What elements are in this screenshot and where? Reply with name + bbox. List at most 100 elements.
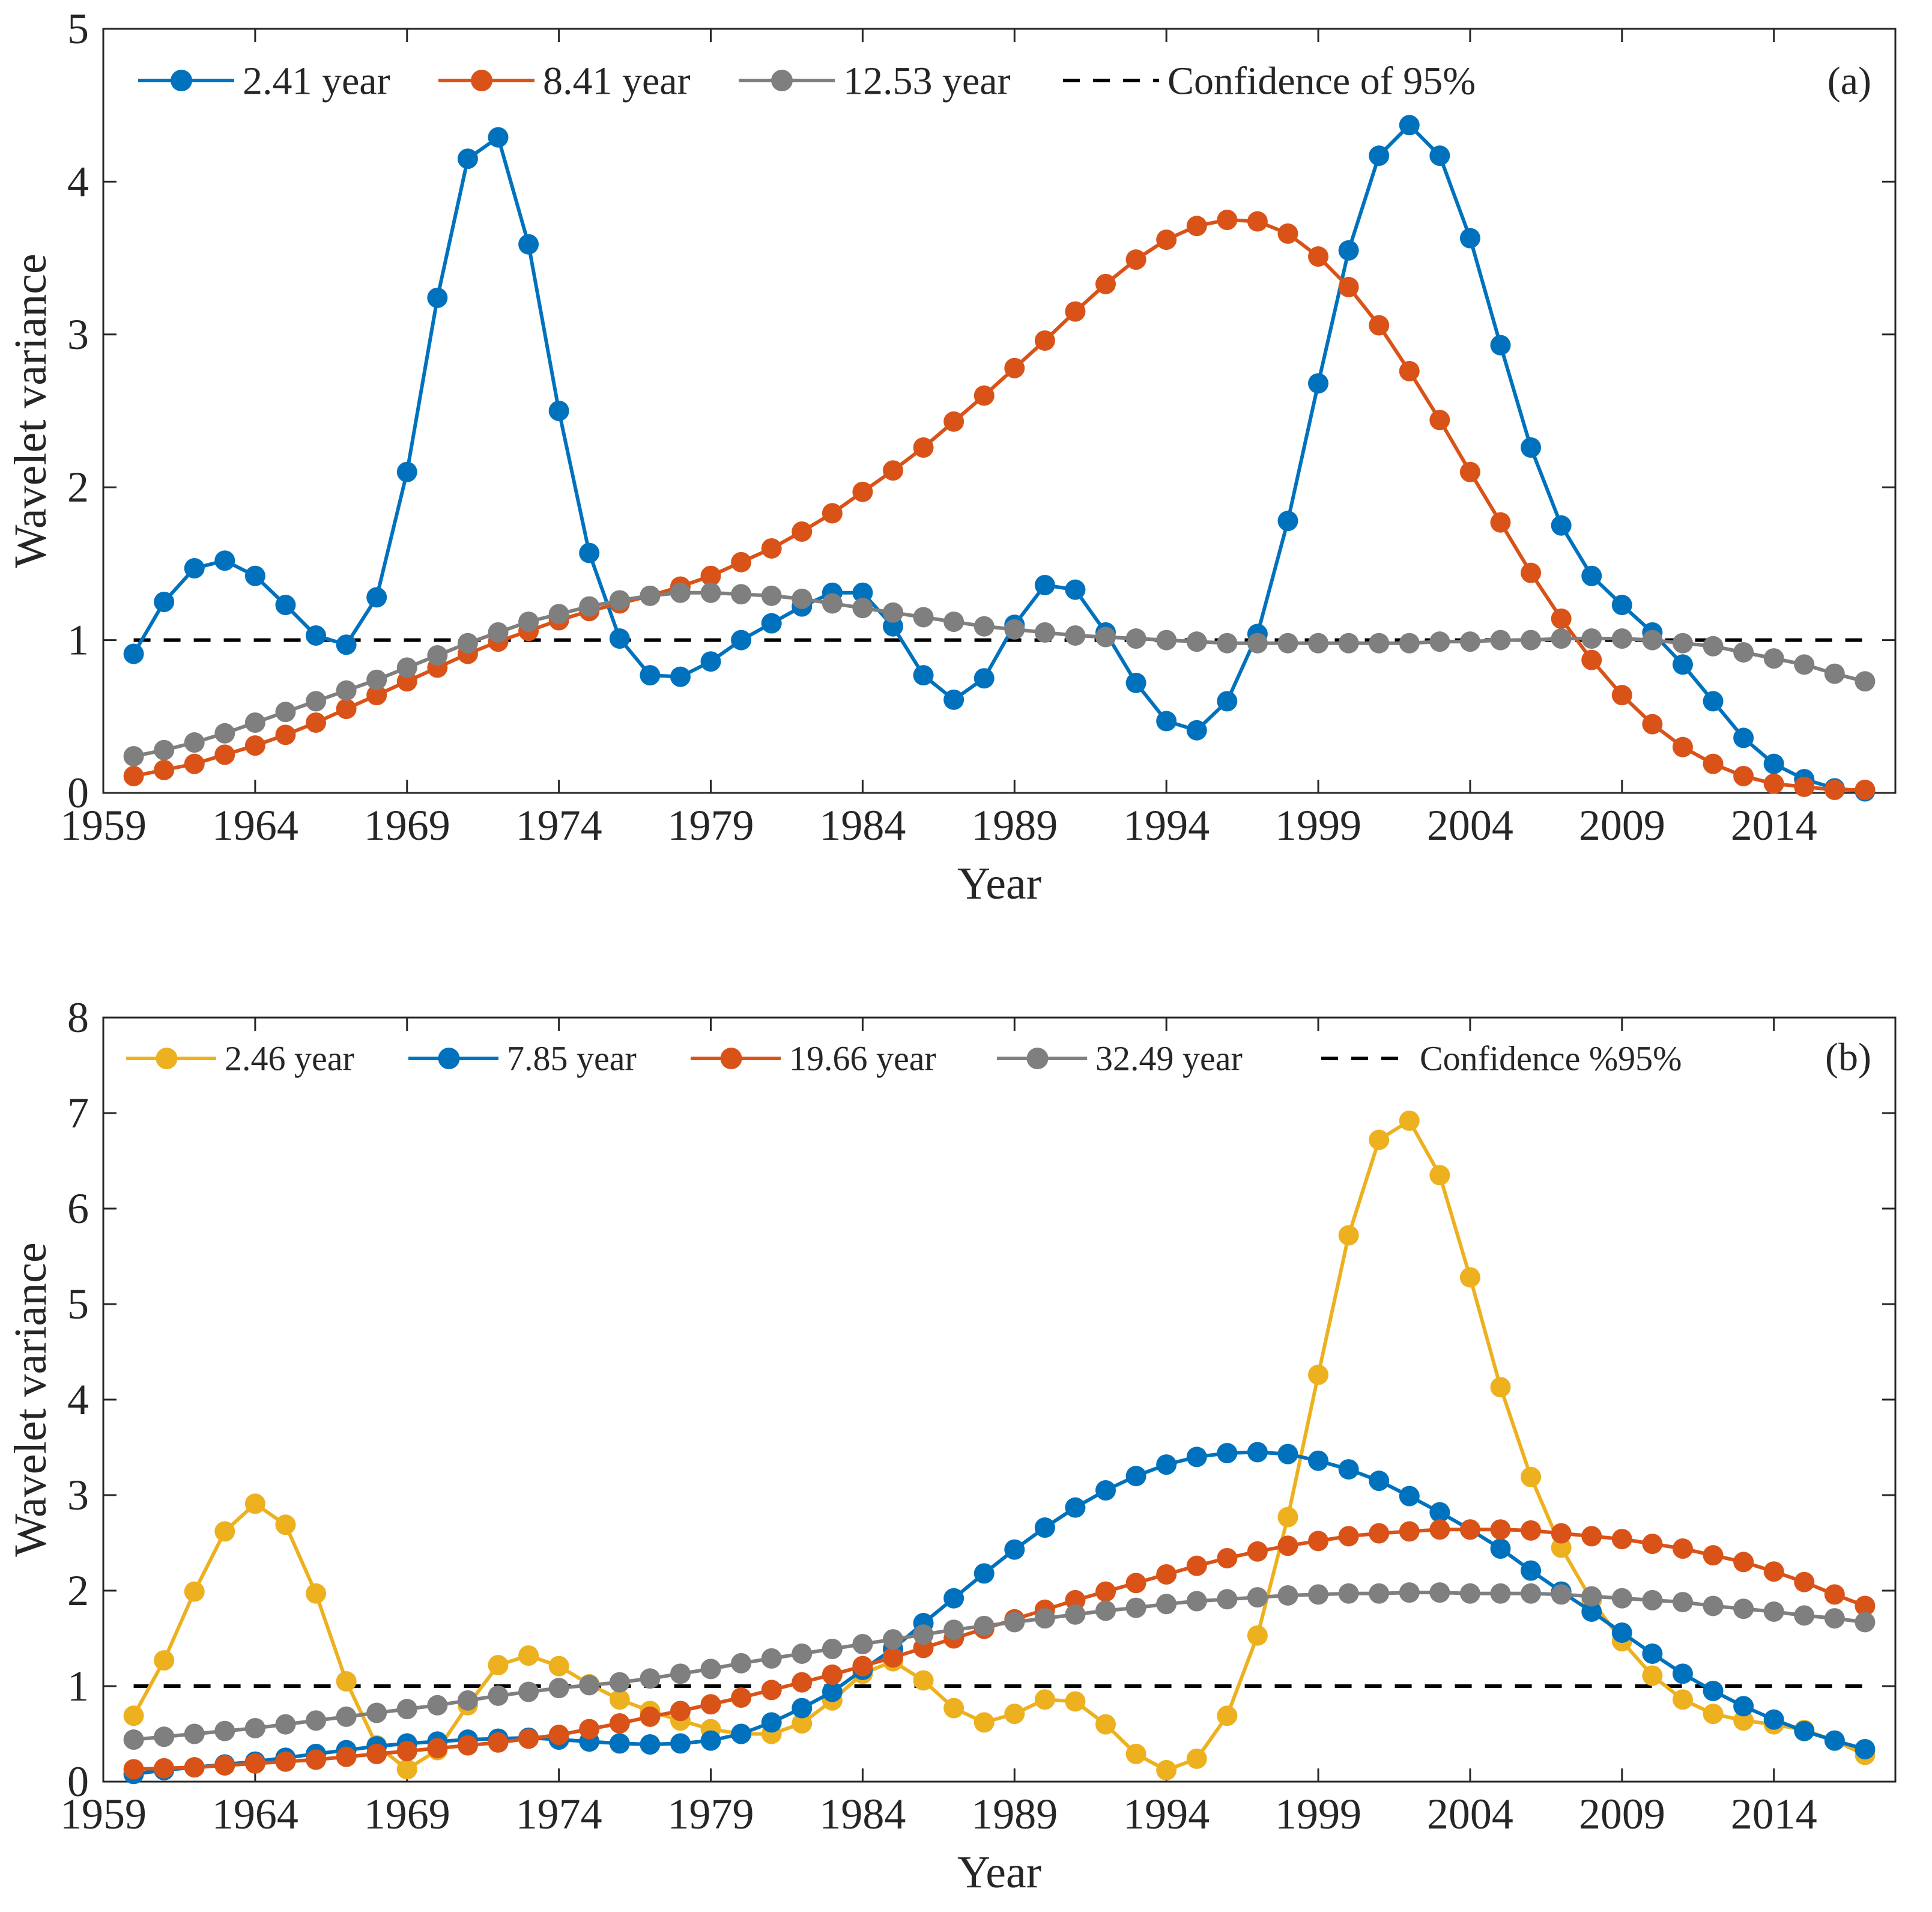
data-point (1065, 1589, 1086, 1610)
data-point (1763, 1709, 1784, 1730)
data-point (548, 401, 569, 421)
data-point (1399, 1521, 1420, 1542)
data-point (609, 590, 630, 611)
data-point (1642, 630, 1663, 651)
data-point (184, 1757, 205, 1778)
data-point (792, 1713, 813, 1734)
data-point (1308, 633, 1329, 654)
data-point (1125, 1466, 1146, 1487)
series-8-41-year (123, 210, 1876, 800)
data-point (488, 127, 509, 148)
data-point (488, 1732, 509, 1753)
data-point (1186, 631, 1207, 652)
data-point (1855, 1595, 1876, 1616)
data-point (396, 1759, 417, 1780)
data-point (609, 1672, 630, 1693)
data-point (184, 1723, 205, 1744)
data-point (184, 753, 205, 774)
data-point (154, 1650, 175, 1671)
data-point (1004, 1612, 1025, 1633)
data-point (548, 604, 569, 625)
data-point (700, 1730, 721, 1751)
data-point (1065, 301, 1086, 322)
data-point (761, 1648, 782, 1669)
data-point (1763, 648, 1784, 669)
data-point (123, 766, 144, 787)
data-point (852, 1634, 873, 1655)
data-point (1369, 633, 1390, 654)
data-point (1034, 330, 1055, 351)
data-point (943, 411, 964, 432)
data-point (488, 622, 509, 643)
data-point (1338, 1526, 1359, 1547)
data-point (1429, 145, 1450, 166)
series-7-85-year (123, 1442, 1876, 1785)
data-point (1125, 1573, 1146, 1594)
data-point (427, 287, 448, 308)
data-point (1217, 1547, 1238, 1568)
data-point (1429, 1582, 1450, 1603)
data-point (457, 633, 478, 654)
data-point (1399, 360, 1420, 381)
x-axis-label: Year (957, 1847, 1041, 1898)
legend-label: 12.53 year (843, 59, 1011, 103)
data-point (822, 593, 843, 614)
legend-marker (156, 1048, 178, 1069)
data-point (1581, 1526, 1602, 1547)
y-tick-label: 8 (67, 994, 89, 1042)
x-tick-label: 2014 (1731, 1790, 1817, 1838)
data-point (1125, 249, 1146, 270)
data-point (1672, 1592, 1693, 1613)
x-tick-label: 1959 (60, 801, 147, 849)
data-point (731, 584, 752, 605)
data-point (1581, 1601, 1602, 1622)
data-point (761, 1712, 782, 1733)
data-point (214, 1521, 235, 1542)
data-point (1156, 1594, 1177, 1615)
data-point (275, 1714, 296, 1735)
data-point (1217, 210, 1238, 230)
series-line (133, 1591, 1865, 1742)
data-point (822, 503, 843, 524)
data-point (1521, 1583, 1542, 1604)
data-point (761, 613, 782, 634)
data-point (275, 1514, 296, 1535)
x-tick-label: 1979 (668, 801, 754, 849)
data-point (1794, 1571, 1815, 1592)
data-point (822, 1638, 843, 1659)
data-point (518, 1728, 539, 1749)
data-point (1429, 1519, 1450, 1540)
data-point (1004, 357, 1025, 378)
data-point (731, 1723, 752, 1744)
data-point (275, 702, 296, 723)
series-line (133, 218, 1865, 792)
data-point (1095, 1600, 1116, 1621)
data-point (306, 1583, 327, 1604)
x-tick-label: 1959 (60, 1790, 147, 1838)
data-point (488, 1685, 509, 1706)
data-point (1459, 1583, 1480, 1604)
data-point (123, 643, 144, 664)
data-point (1429, 1165, 1450, 1186)
data-point (427, 645, 448, 666)
data-point (1156, 711, 1177, 732)
data-point (1763, 753, 1784, 774)
data-point (1703, 1704, 1724, 1725)
data-point (244, 565, 265, 586)
legend-marker (438, 1048, 460, 1069)
data-point (1763, 773, 1784, 794)
data-point (1733, 1696, 1754, 1717)
data-point (974, 1712, 995, 1733)
data-point (913, 1670, 934, 1691)
data-point (913, 437, 934, 458)
data-point (1399, 1486, 1420, 1507)
data-point (792, 588, 813, 609)
data-point (731, 1653, 752, 1674)
data-point (1217, 691, 1238, 712)
data-point (518, 234, 539, 255)
y-tick-label: 4 (67, 157, 89, 205)
data-point (1733, 1710, 1754, 1731)
y-tick-label: 1 (67, 1662, 89, 1710)
data-point (275, 595, 296, 616)
